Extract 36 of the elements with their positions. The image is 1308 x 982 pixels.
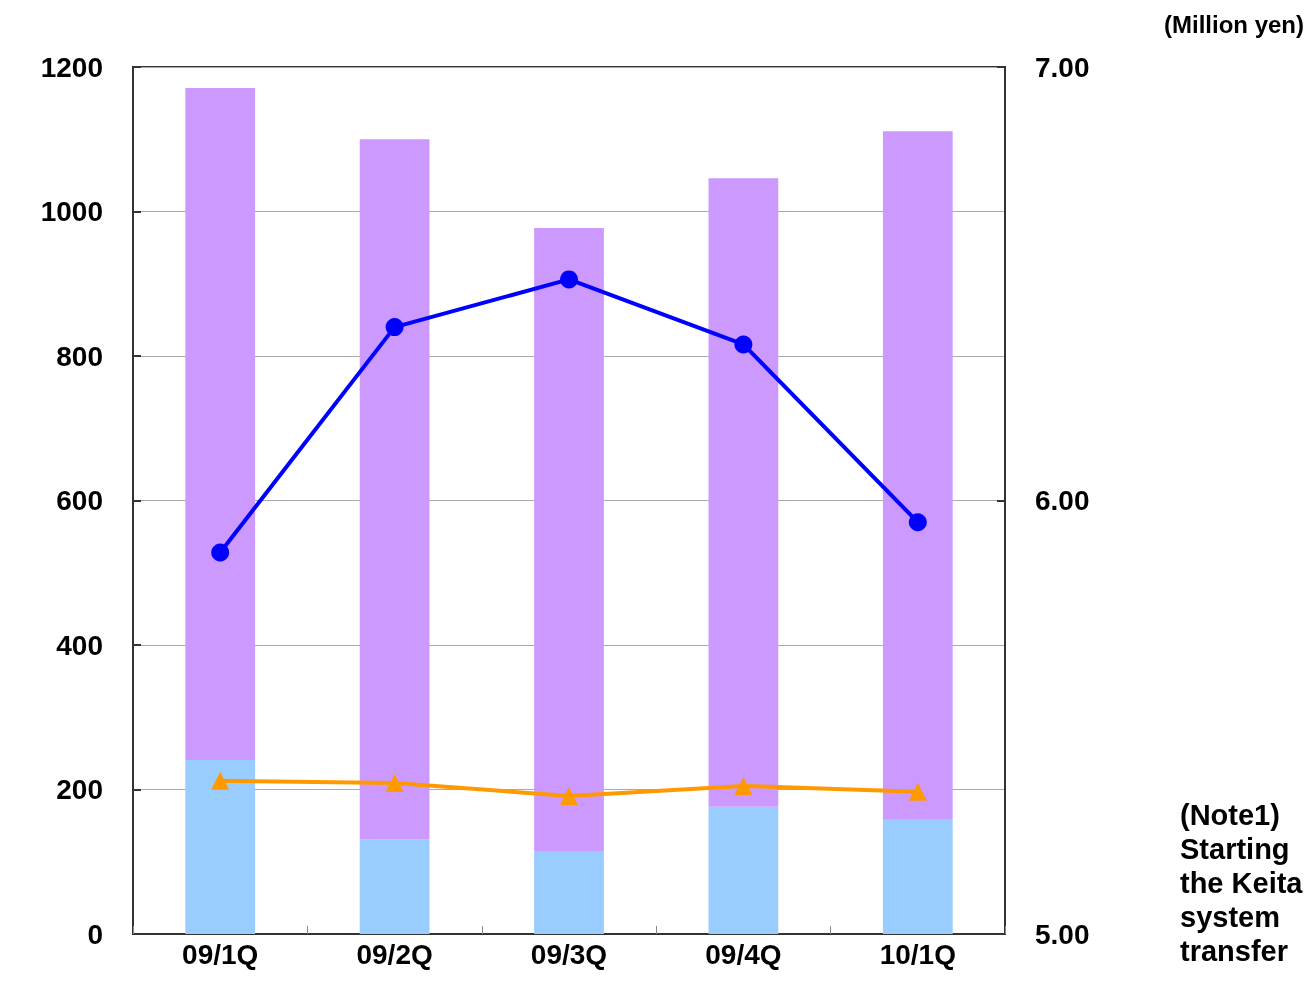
y-tick-label: 600 [56,485,103,516]
text: the Keita [1180,866,1304,899]
y2-tick-label: 7.00 [1035,51,1090,83]
y-tick-label: 800 [56,340,103,372]
bar [882,131,953,820]
text: Starting [1180,832,1290,865]
bar [534,228,604,851]
y-tick-label: 1200 [40,51,103,83]
bar [185,759,256,934]
bar [359,839,430,934]
y-tick-label: 400 [56,629,103,661]
bar [708,178,779,807]
x-tick-label: 09/1Q [182,938,259,970]
bar [359,139,430,840]
y2-tick-label: 6.00 [1035,485,1090,516]
point [385,318,404,337]
y2-tick-label: 5.00 [1035,918,1090,950]
x-tick-label: 09/3Q [530,938,608,970]
bar [534,850,604,934]
point [560,270,578,289]
point [211,543,230,562]
point [908,513,927,532]
y-tick-label: 200 [56,774,103,805]
bar [882,819,953,934]
x-tick-label: 09/4Q [705,938,782,970]
y-tick-label: 1000 [40,196,103,227]
x-tick-label: 09/2Q [356,938,433,970]
bar [185,87,256,760]
x-tick-label: 10/1Q [879,938,956,970]
y-tick-label: 0 [87,918,103,950]
text: system [1180,900,1280,933]
point [734,335,753,354]
bar [708,806,779,934]
text: transfer [1180,934,1288,967]
text: (Million yen) [1164,10,1305,38]
text: (Note1) [1180,798,1280,831]
